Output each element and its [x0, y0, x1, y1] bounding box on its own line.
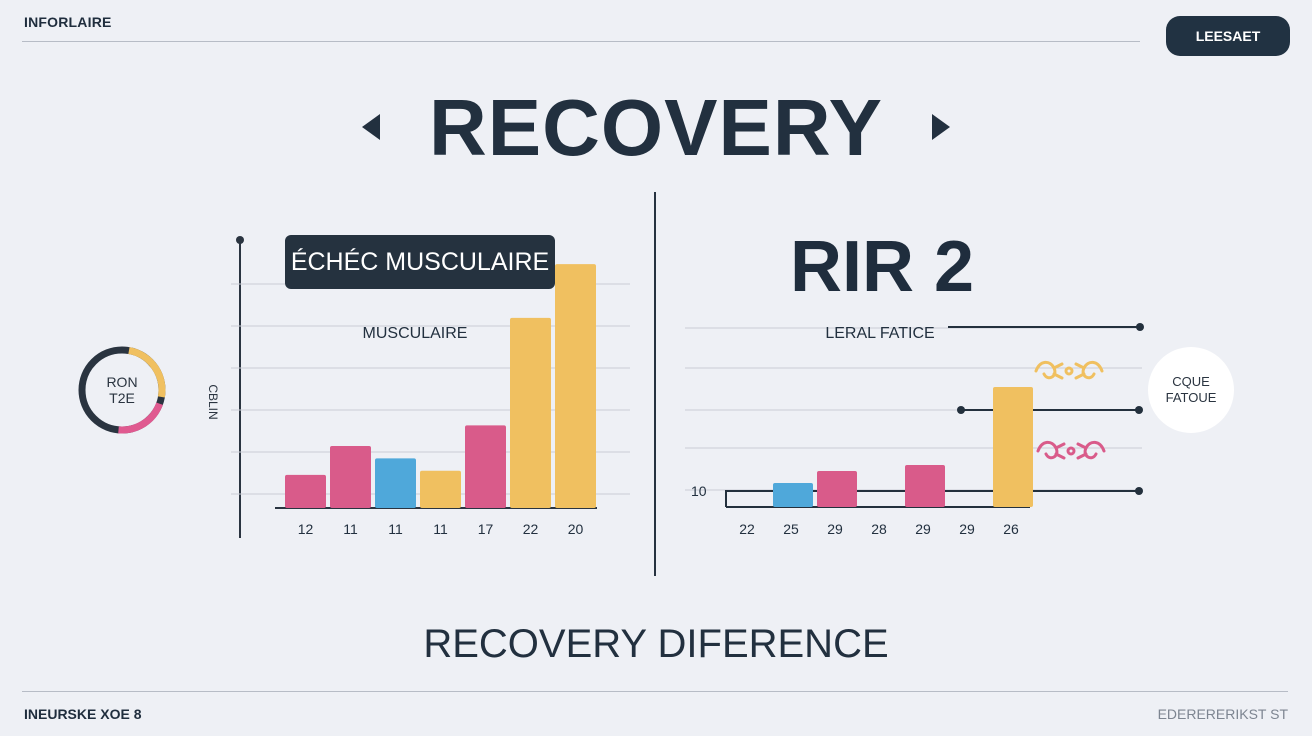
ring-gauge	[78, 346, 166, 434]
ring-label: RON T2E	[80, 374, 164, 406]
x-tick-label: 28	[871, 521, 887, 537]
y-axis-cap	[236, 236, 244, 244]
right-chart-subtitle: LERAL FATICE	[825, 325, 934, 342]
right-chart-title: RIR 2	[790, 227, 975, 307]
leader-dot	[1135, 406, 1143, 414]
footer-divider	[22, 691, 1288, 692]
bar	[510, 317, 551, 508]
callout-bubble: CQUE FATOUE	[1148, 347, 1234, 433]
y-tick-label: 10	[691, 483, 707, 499]
bar	[330, 446, 371, 508]
section-label: RECOVERY DIFERENCE	[423, 622, 889, 666]
header-divider	[22, 41, 1140, 42]
left-chart-subtitle: MUSCULAIRE	[363, 325, 468, 342]
footer-left-text: INEURSKE XOE 8	[24, 706, 142, 722]
bar	[375, 458, 416, 508]
ring-label-line2: T2E	[109, 390, 135, 406]
x-tick-label: 11	[433, 521, 448, 537]
bar	[773, 483, 813, 507]
x-tick-label: 29	[959, 521, 975, 537]
x-tick-label: 22	[523, 521, 539, 537]
x-tick-label: 26	[1003, 521, 1019, 537]
x-tick-label: 29	[827, 521, 843, 537]
x-tick-label: 29	[915, 521, 931, 537]
callout-line2: FATOUE	[1165, 390, 1217, 405]
x-tick-label: 25	[783, 521, 799, 537]
callout-line1: CQUE	[1172, 374, 1210, 389]
bar	[905, 465, 945, 507]
x-tick-label: 11	[388, 521, 403, 537]
bar	[555, 264, 596, 508]
left-chart-title: ÉCHÉC MUSCULAIRE	[285, 235, 555, 289]
left-bar-chart: CBLIN MUSCULAIRE 12 11 11 11 17 22 20	[206, 236, 630, 538]
chevron-left-icon[interactable]	[358, 108, 384, 146]
leader-dot	[1136, 323, 1144, 331]
bar	[285, 474, 326, 508]
x-tick-label: 20	[568, 521, 584, 537]
footer-right-text: EDERERERIKST ST	[1157, 706, 1288, 722]
y-axis-label: CBLIN	[206, 384, 220, 419]
ornament-icon	[1036, 440, 1106, 460]
page-title: RECOVERY	[428, 83, 883, 172]
ring-label-line1: RON	[106, 374, 138, 390]
leader-dot	[957, 406, 965, 414]
brand-label: INFORLAIRE	[24, 14, 112, 30]
bar	[420, 470, 461, 508]
header-button[interactable]: LEESAET	[1166, 16, 1290, 56]
x-tick-label: 11	[343, 521, 358, 537]
bar	[465, 425, 506, 508]
ornament-icon	[1034, 360, 1104, 380]
bar	[993, 387, 1033, 507]
leader-dot	[1135, 487, 1143, 495]
bar	[817, 471, 857, 507]
right-bar-chart: LERAL FATICE 10 22 25 29 28 29 29 26	[685, 323, 1144, 537]
x-tick-label: 22	[739, 521, 755, 537]
center-divider	[654, 192, 656, 576]
x-tick-label: 12	[298, 521, 314, 537]
chevron-right-icon[interactable]	[928, 108, 954, 146]
x-tick-label: 17	[478, 521, 494, 537]
